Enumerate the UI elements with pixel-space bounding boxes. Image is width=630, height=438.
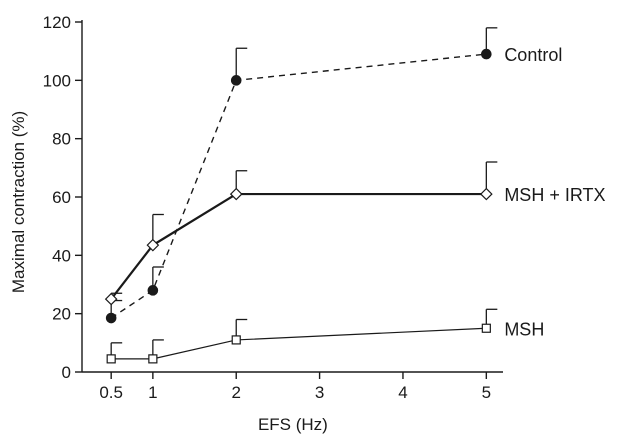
data-point <box>481 48 492 60</box>
data-point <box>229 187 243 201</box>
y-axis-title: Maximal contraction (%) <box>9 111 28 293</box>
data-point <box>479 187 493 201</box>
x-tick-label: 1 <box>148 383 157 402</box>
y-tick-label: 20 <box>52 305 71 324</box>
series-line <box>111 327 487 360</box>
data-point <box>147 285 159 296</box>
series-label: MSH <box>504 319 544 339</box>
axes: 0 20 40 60 80 100 120 0.5 1 2 3 4 5 <box>43 13 503 402</box>
series-msh: MSH <box>106 308 544 364</box>
data-point <box>106 354 116 364</box>
x-axis-title: EFS (Hz) <box>258 415 328 434</box>
y-tick-label: 60 <box>52 188 71 207</box>
series-msh-irtx: MSH + IRTX <box>104 161 606 306</box>
data-point <box>104 292 118 306</box>
label-layer: EFS (Hz) Maximal contraction (%) <box>9 111 328 434</box>
y-tick-label: 80 <box>52 130 71 149</box>
series-line <box>110 192 487 300</box>
data-point <box>481 323 491 333</box>
data-point <box>146 238 160 252</box>
x-tick-label: 4 <box>398 383 407 402</box>
series-control: Control <box>105 27 562 324</box>
data-point <box>230 75 242 86</box>
data-point <box>105 312 117 324</box>
y-tick-label: 0 <box>62 363 71 382</box>
series-label: Control <box>504 45 562 65</box>
data-point <box>148 354 158 364</box>
series-layer: Control MSH + IRTX MSH <box>104 27 606 364</box>
series-label: MSH + IRTX <box>504 185 605 205</box>
y-tick-label: 120 <box>43 13 71 32</box>
x-tick-label: 3 <box>315 383 324 402</box>
x-tick-label: 2 <box>231 383 240 402</box>
y-tick-label: 100 <box>43 71 71 90</box>
x-tick-label: 5 <box>482 383 491 402</box>
data-point <box>231 335 241 345</box>
series-line <box>110 53 487 319</box>
x-tick-label: 0.5 <box>99 383 123 402</box>
y-tick-label: 40 <box>52 246 71 265</box>
